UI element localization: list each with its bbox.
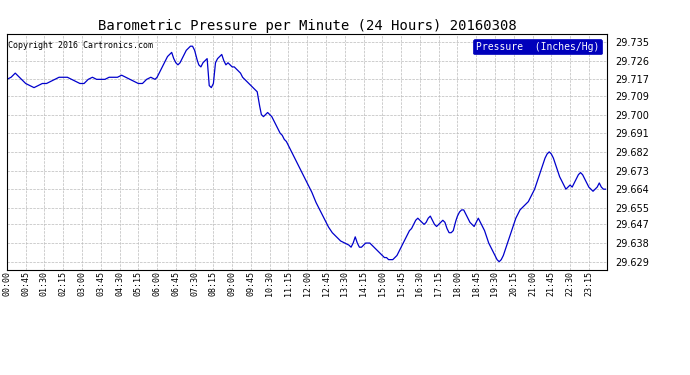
Text: Copyright 2016 Cartronics.com: Copyright 2016 Cartronics.com (8, 41, 153, 50)
Title: Barometric Pressure per Minute (24 Hours) 20160308: Barometric Pressure per Minute (24 Hours… (98, 19, 516, 33)
Legend: Pressure  (Inches/Hg): Pressure (Inches/Hg) (473, 39, 602, 54)
